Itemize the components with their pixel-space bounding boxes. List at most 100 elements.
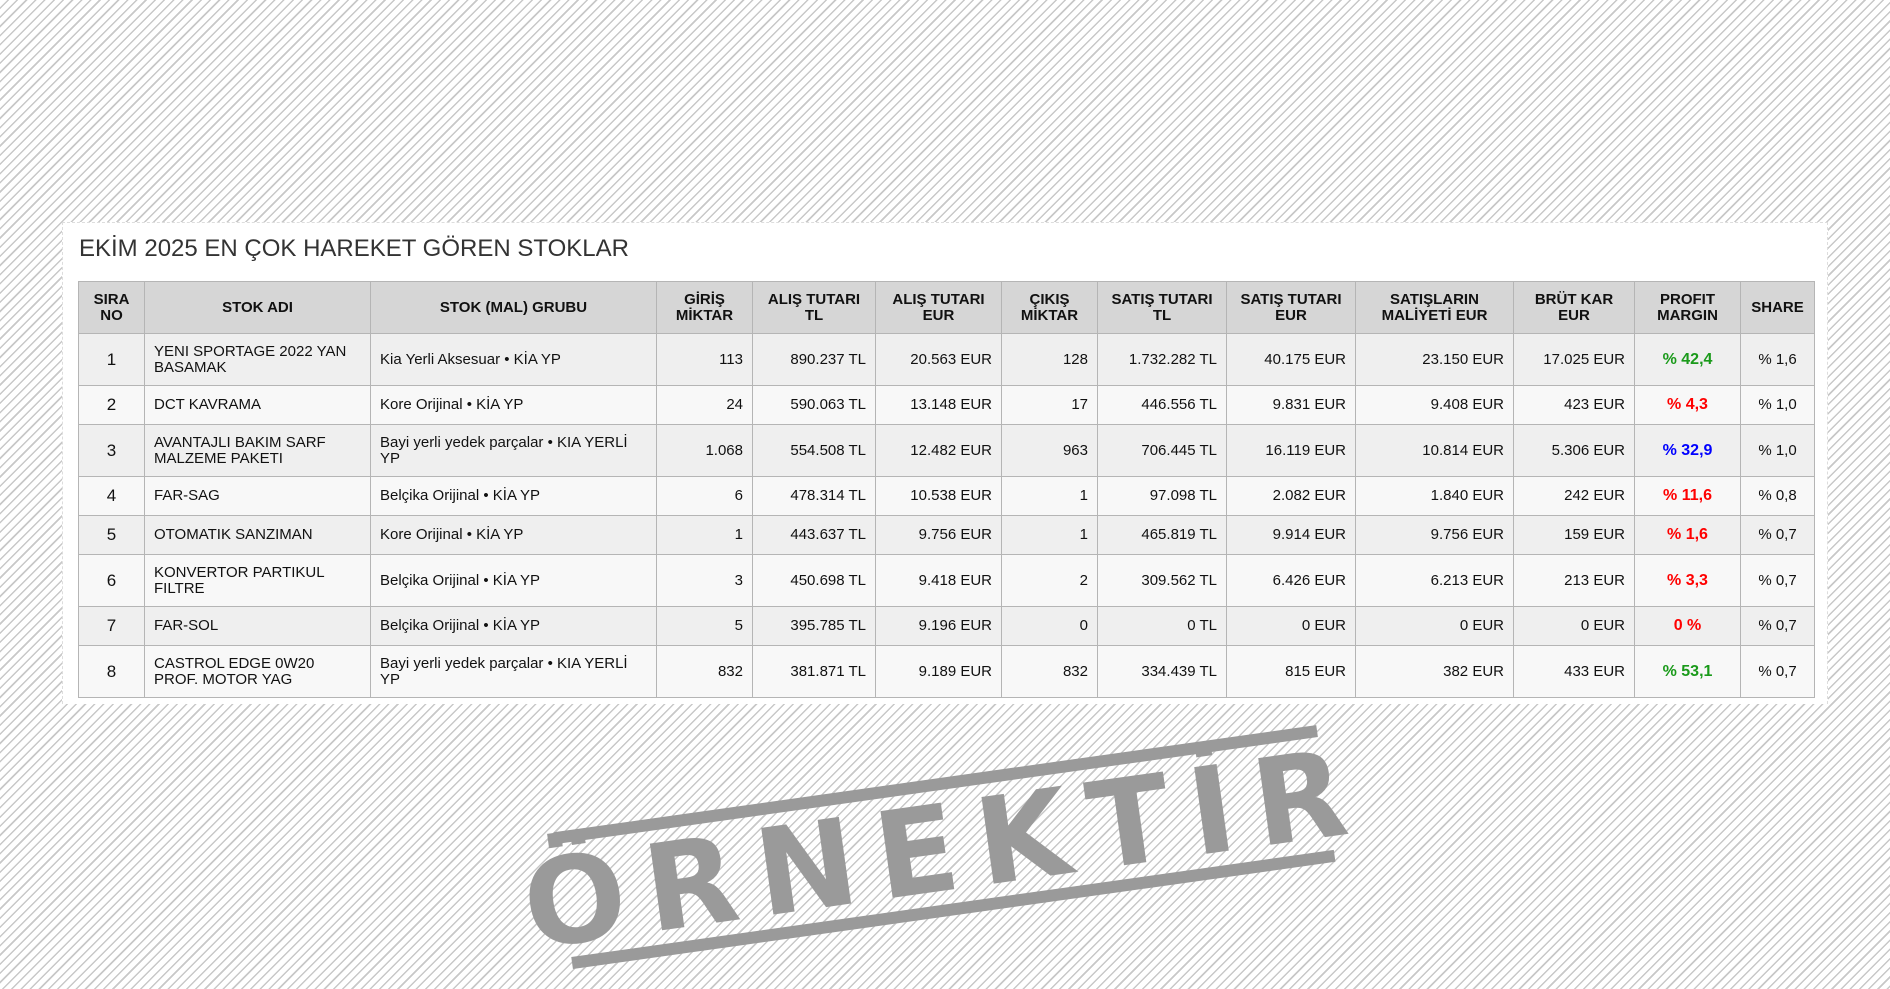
cell-cost-eur: 10.814 EUR	[1355, 424, 1514, 477]
cell-buy-eur: 13.148 EUR	[875, 385, 1002, 425]
cell-group: Belçika Orijinal • KİA YP	[370, 606, 657, 646]
cell-share: % 0,7	[1740, 515, 1815, 555]
cell-cost-eur: 9.756 EUR	[1355, 515, 1514, 555]
column-header: STOK ADI	[144, 281, 371, 334]
cell-sell-tl: 465.819 TL	[1097, 515, 1227, 555]
cell-sell-tl: 1.732.282 TL	[1097, 333, 1227, 386]
cell-margin: % 11,6	[1634, 476, 1741, 516]
cell-cost-eur: 9.408 EUR	[1355, 385, 1514, 425]
cell-name: FAR-SAG	[144, 476, 371, 516]
cell-sell-eur: 40.175 EUR	[1226, 333, 1356, 386]
column-header: SATIŞLARIN MALİYETİ EUR	[1355, 281, 1514, 334]
cell-name: OTOMATIK SANZIMAN	[144, 515, 371, 555]
cell-name: DCT KAVRAMA	[144, 385, 371, 425]
cell-group: Kore Orijinal • KİA YP	[370, 385, 657, 425]
cell-gross-eur: 433 EUR	[1513, 645, 1635, 698]
cell-share: % 0,7	[1740, 554, 1815, 607]
column-header: PROFIT MARGIN	[1634, 281, 1741, 334]
table-row: 3 AVANTAJLI BAKIM SARF MALZEME PAKETI Bayi…	[78, 424, 1815, 477]
cell-gross-eur: 213 EUR	[1513, 554, 1635, 607]
cell-share: % 1,0	[1740, 424, 1815, 477]
cell-margin: 0 %	[1634, 606, 1741, 646]
column-header: ALIŞ TUTARI TL	[752, 281, 876, 334]
cell-group: Kore Orijinal • KİA YP	[370, 515, 657, 555]
cell-group: Belçika Orijinal • KİA YP	[370, 554, 657, 607]
cell-sell-eur: 16.119 EUR	[1226, 424, 1356, 477]
cell-out-qty: 832	[1001, 645, 1098, 698]
cell-buy-eur: 9.418 EUR	[875, 554, 1002, 607]
column-header: ALIŞ TUTARI EUR	[875, 281, 1002, 334]
report-card: EKİM 2025 EN ÇOK HAREKET GÖREN STOKLAR S…	[62, 222, 1828, 704]
cell-margin: % 32,9	[1634, 424, 1741, 477]
cell-gross-eur: 159 EUR	[1513, 515, 1635, 555]
column-header: STOK (MAL) GRUBU	[370, 281, 657, 334]
cell-share: % 0,7	[1740, 606, 1815, 646]
cell-buy-eur: 9.196 EUR	[875, 606, 1002, 646]
cell-cost-eur: 23.150 EUR	[1355, 333, 1514, 386]
cell-no: 2	[78, 385, 145, 425]
cell-no: 6	[78, 554, 145, 607]
cell-group: Kia Yerli Aksesuar • KİA YP	[370, 333, 657, 386]
cell-sell-eur: 815 EUR	[1226, 645, 1356, 698]
cell-sell-tl: 97.098 TL	[1097, 476, 1227, 516]
cell-out-qty: 2	[1001, 554, 1098, 607]
cell-share: % 0,8	[1740, 476, 1815, 516]
cell-out-qty: 963	[1001, 424, 1098, 477]
cell-gross-eur: 0 EUR	[1513, 606, 1635, 646]
column-header: SIRA NO	[78, 281, 145, 334]
cell-no: 3	[78, 424, 145, 477]
cell-no: 5	[78, 515, 145, 555]
cell-in-qty: 113	[656, 333, 753, 386]
cell-buy-tl: 381.871 TL	[752, 645, 876, 698]
cell-group: Bayi yerli yedek parçalar • KIA YERLİ YP	[370, 645, 657, 698]
table-row: 4 FAR-SAG Belçika Orijinal • KİA YP 6 478.31…	[78, 476, 1815, 516]
watermark-text: ÖRNEKTİR	[515, 721, 1375, 978]
cell-buy-tl: 450.698 TL	[752, 554, 876, 607]
cell-gross-eur: 5.306 EUR	[1513, 424, 1635, 477]
cell-no: 7	[78, 606, 145, 646]
cell-name: AVANTAJLI BAKIM SARF MALZEME PAKETI	[144, 424, 371, 477]
cell-sell-eur: 2.082 EUR	[1226, 476, 1356, 516]
watermark-line-bottom	[571, 849, 1336, 969]
cell-in-qty: 1.068	[656, 424, 753, 477]
cell-sell-tl: 706.445 TL	[1097, 424, 1227, 477]
cell-name: KONVERTOR PARTIKUL FILTRE	[144, 554, 371, 607]
cell-cost-eur: 0 EUR	[1355, 606, 1514, 646]
cell-gross-eur: 242 EUR	[1513, 476, 1635, 516]
cell-out-qty: 17	[1001, 385, 1098, 425]
cell-group: Bayi yerli yedek parçalar • KIA YERLİ YP	[370, 424, 657, 477]
cell-margin: % 4,3	[1634, 385, 1741, 425]
table-row: 2 DCT KAVRAMA Kore Orijinal • KİA YP 24 590.…	[78, 385, 1815, 425]
cell-sell-tl: 309.562 TL	[1097, 554, 1227, 607]
cell-buy-tl: 890.237 TL	[752, 333, 876, 386]
column-header: BRÜT KAR EUR	[1513, 281, 1635, 334]
cell-buy-eur: 20.563 EUR	[875, 333, 1002, 386]
cell-out-qty: 1	[1001, 476, 1098, 516]
cell-share: % 1,6	[1740, 333, 1815, 386]
cell-group: Belçika Orijinal • KİA YP	[370, 476, 657, 516]
cell-no: 1	[78, 333, 145, 386]
cell-buy-tl: 590.063 TL	[752, 385, 876, 425]
cell-name: YENI SPORTAGE 2022 YAN BASAMAK	[144, 333, 371, 386]
cell-share: % 1,0	[1740, 385, 1815, 425]
cell-buy-tl: 443.637 TL	[752, 515, 876, 555]
cell-sell-tl: 446.556 TL	[1097, 385, 1227, 425]
cell-in-qty: 5	[656, 606, 753, 646]
cell-no: 4	[78, 476, 145, 516]
cell-sell-tl: 334.439 TL	[1097, 645, 1227, 698]
cell-sell-eur: 6.426 EUR	[1226, 554, 1356, 607]
cell-in-qty: 1	[656, 515, 753, 555]
cell-no: 8	[78, 645, 145, 698]
cell-buy-tl: 554.508 TL	[752, 424, 876, 477]
cell-in-qty: 832	[656, 645, 753, 698]
cell-in-qty: 24	[656, 385, 753, 425]
column-header: SATIŞ TUTARI EUR	[1226, 281, 1356, 334]
cell-out-qty: 0	[1001, 606, 1098, 646]
cell-buy-tl: 478.314 TL	[752, 476, 876, 516]
cell-in-qty: 6	[656, 476, 753, 516]
table-row: 7 FAR-SOL Belçika Orijinal • KİA YP 5 395.78…	[78, 606, 1815, 646]
cell-out-qty: 1	[1001, 515, 1098, 555]
table-header: SIRA NO STOK ADI STOK (MAL) GRUBU GİRİŞ MİK…	[78, 281, 1815, 334]
cell-in-qty: 3	[656, 554, 753, 607]
table-row: 8 CASTROL EDGE 0W20 PROF. MOTOR YAG Bayi y…	[78, 645, 1815, 698]
